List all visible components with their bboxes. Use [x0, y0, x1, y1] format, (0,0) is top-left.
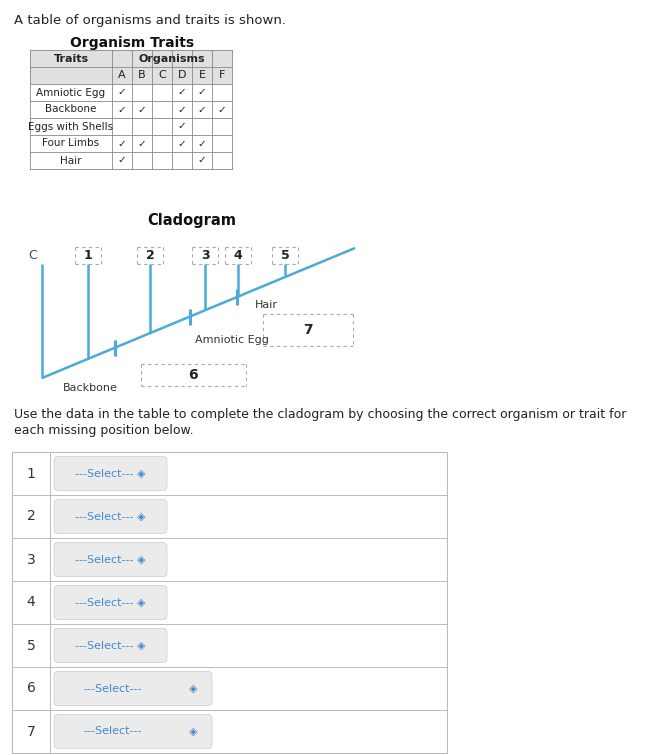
Text: Organisms: Organisms: [139, 54, 205, 63]
Text: 3: 3: [201, 249, 209, 262]
Text: ✓: ✓: [177, 122, 186, 131]
Text: ✓: ✓: [138, 138, 147, 149]
Text: ✓: ✓: [198, 88, 207, 97]
Text: 7: 7: [27, 725, 35, 738]
FancyBboxPatch shape: [54, 543, 167, 577]
Bar: [12, 452, 447, 753]
FancyBboxPatch shape: [54, 500, 167, 534]
Text: Amniotic Egg: Amniotic Egg: [195, 335, 269, 345]
Text: Cladogram: Cladogram: [147, 213, 237, 228]
FancyBboxPatch shape: [54, 671, 212, 705]
Text: Hair: Hair: [60, 156, 82, 165]
Text: ---Select--- ◈: ---Select--- ◈: [75, 554, 146, 565]
Text: 2: 2: [27, 510, 35, 523]
Text: ✓: ✓: [117, 156, 126, 165]
Text: Eggs with Shells: Eggs with Shells: [29, 122, 113, 131]
Text: F: F: [219, 70, 225, 81]
Text: Use the data in the table to complete the cladogram by choosing the correct orga: Use the data in the table to complete th…: [14, 408, 627, 421]
Text: A table of organisms and traits is shown.: A table of organisms and traits is shown…: [14, 14, 286, 27]
Text: ✓: ✓: [117, 88, 126, 97]
Text: 2: 2: [145, 249, 155, 262]
Text: ✓: ✓: [198, 104, 207, 115]
Text: ✓: ✓: [117, 138, 126, 149]
FancyBboxPatch shape: [54, 585, 167, 620]
Text: ◈: ◈: [188, 683, 198, 694]
Text: Four Limbs: Four Limbs: [42, 138, 100, 149]
Text: ---Select---: ---Select---: [83, 683, 142, 694]
Text: Backbone: Backbone: [45, 104, 96, 115]
Text: 6: 6: [188, 368, 198, 382]
Text: B: B: [138, 70, 146, 81]
Text: ---Select--- ◈: ---Select--- ◈: [75, 640, 146, 651]
Text: 5: 5: [280, 249, 289, 262]
Text: Hair: Hair: [255, 300, 278, 310]
Bar: [30, 50, 232, 67]
Text: ---Select--- ◈: ---Select--- ◈: [75, 469, 146, 479]
Text: ✓: ✓: [218, 104, 226, 115]
Text: each missing position below.: each missing position below.: [14, 424, 194, 437]
Text: D: D: [178, 70, 186, 81]
Text: C: C: [158, 70, 166, 81]
Text: 1: 1: [27, 467, 35, 480]
Text: Backbone: Backbone: [63, 383, 117, 393]
Bar: [30, 67, 232, 84]
Text: C: C: [28, 249, 37, 262]
Text: ---Select--- ◈: ---Select--- ◈: [75, 511, 146, 522]
Text: 3: 3: [27, 553, 35, 566]
Text: E: E: [198, 70, 205, 81]
Text: 6: 6: [27, 682, 35, 695]
Text: 7: 7: [303, 323, 313, 337]
FancyBboxPatch shape: [54, 457, 167, 491]
FancyBboxPatch shape: [54, 714, 212, 748]
Text: 1: 1: [83, 249, 93, 262]
Text: Amniotic Egg: Amniotic Egg: [37, 88, 106, 97]
Text: 5: 5: [27, 639, 35, 652]
Text: ✓: ✓: [138, 104, 147, 115]
Text: Organism Traits: Organism Traits: [70, 36, 194, 50]
Text: ◈: ◈: [188, 726, 198, 736]
Text: ✓: ✓: [198, 138, 207, 149]
Text: A: A: [118, 70, 126, 81]
Text: ✓: ✓: [177, 138, 186, 149]
Text: Traits: Traits: [53, 54, 89, 63]
FancyBboxPatch shape: [54, 628, 167, 662]
Text: ✓: ✓: [177, 104, 186, 115]
Text: ✓: ✓: [177, 88, 186, 97]
Text: ---Select---: ---Select---: [83, 726, 142, 736]
Text: ---Select--- ◈: ---Select--- ◈: [75, 597, 146, 608]
Text: 4: 4: [233, 249, 243, 262]
Text: ✓: ✓: [198, 156, 207, 165]
Text: 4: 4: [27, 596, 35, 609]
Text: ✓: ✓: [117, 104, 126, 115]
